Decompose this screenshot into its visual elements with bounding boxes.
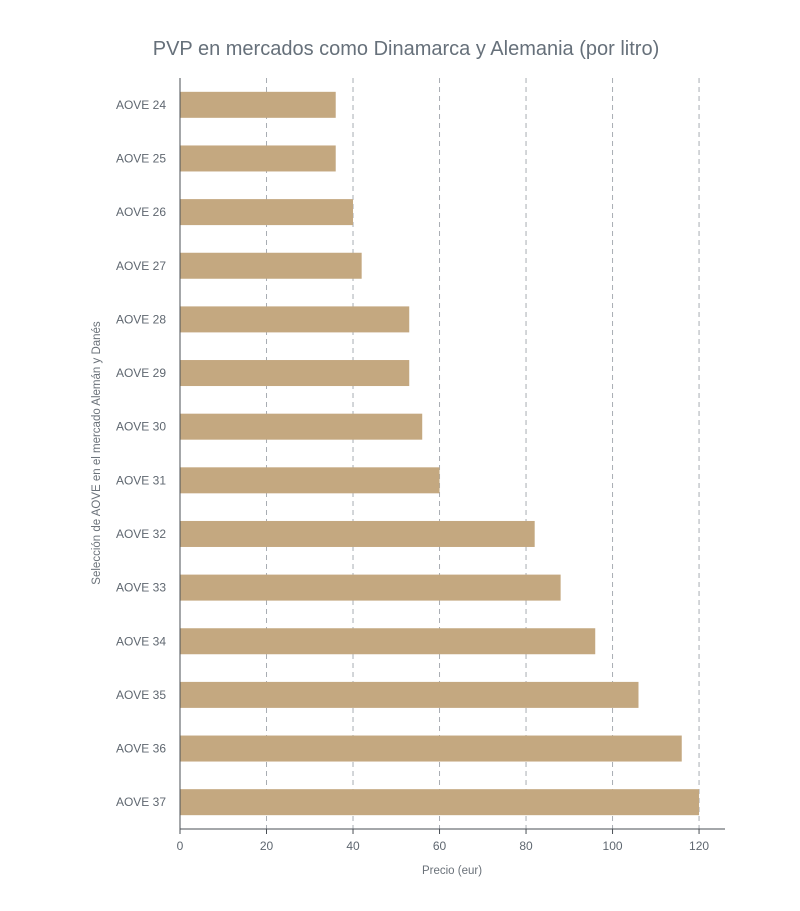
bar-aove-32	[180, 520, 535, 547]
bar-aove-34	[180, 628, 596, 655]
x-tick-label: 100	[603, 839, 623, 853]
bar-aove-35	[180, 681, 639, 708]
bar-aove-25	[180, 145, 336, 172]
category-label: AOVE 26	[116, 205, 166, 219]
category-label: AOVE 32	[116, 527, 166, 541]
bar-aove-27	[180, 252, 362, 279]
x-tick-label: 20	[260, 839, 274, 853]
category-label: AOVE 37	[116, 795, 166, 809]
bar-aove-24	[180, 91, 336, 118]
category-label: AOVE 27	[116, 259, 166, 273]
x-axis-title: Precio (eur)	[422, 865, 482, 877]
x-tick-label: 0	[177, 839, 184, 853]
bar-aove-36	[180, 735, 682, 762]
bar-aove-29	[180, 360, 410, 387]
category-label: AOVE 33	[116, 581, 166, 595]
bar-aove-30	[180, 413, 423, 440]
category-label: AOVE 34	[116, 634, 166, 648]
bar-aove-33	[180, 574, 561, 601]
bar-aove-28	[180, 306, 410, 333]
x-tick-label: 60	[433, 839, 447, 853]
category-label: AOVE 35	[116, 688, 166, 702]
bars	[180, 91, 700, 816]
x-tick-label: 40	[346, 839, 360, 853]
bar-aove-26	[180, 199, 354, 226]
x-tick-label: 120	[689, 839, 709, 853]
x-tick-label: 80	[519, 839, 533, 853]
bar-aove-31	[180, 467, 440, 494]
category-label: AOVE 36	[116, 742, 166, 756]
y-axis-title: Selección de AOVE en el mercado Alemán y…	[91, 321, 103, 585]
chart-title: PVP en mercados como Dinamarca y Alemani…	[153, 38, 660, 60]
category-label: AOVE 25	[116, 151, 166, 165]
category-label: AOVE 29	[116, 366, 166, 380]
category-label: AOVE 24	[116, 98, 166, 112]
bar-aove-37	[180, 789, 700, 816]
category-label: AOVE 30	[116, 420, 166, 434]
category-labels: AOVE 24 AOVE 25 AOVE 26 AOVE 27 AOVE 28 AOVE …	[116, 98, 166, 809]
axes: 0 20 40 60 80 100 120	[177, 78, 725, 853]
category-label: AOVE 31	[116, 473, 166, 487]
gridlines	[266, 78, 700, 829]
category-label: AOVE 28	[116, 312, 166, 326]
